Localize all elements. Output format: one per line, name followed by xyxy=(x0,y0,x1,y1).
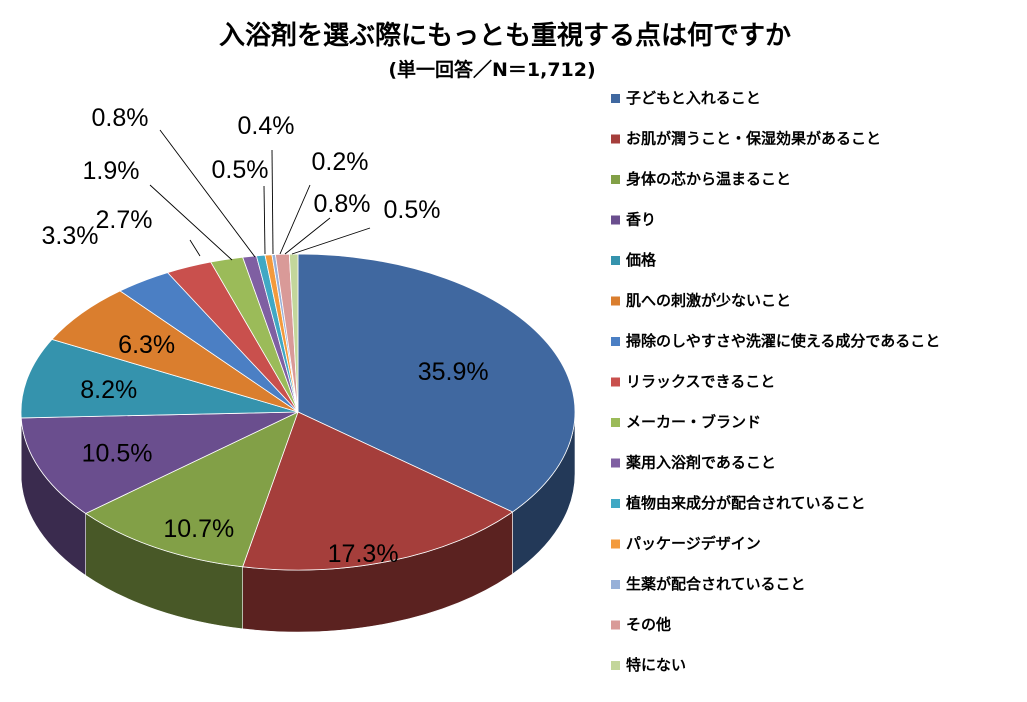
slice-3 xyxy=(84,411,299,568)
data-label-6: 6.3% xyxy=(118,331,175,359)
legend-swatch-4 xyxy=(611,215,620,225)
data-label-9: 1.9% xyxy=(83,157,140,185)
slice-15 xyxy=(288,253,299,413)
legend-swatch-12 xyxy=(611,539,620,549)
data-label-4: 10.5% xyxy=(82,440,153,468)
legend-label-7: 掃除のしやすさや洗濯に使える成分であること xyxy=(626,332,940,350)
legend-swatch-10 xyxy=(611,458,620,468)
slice-5 xyxy=(20,338,299,419)
legend-label-5: 価格 xyxy=(625,251,657,269)
leader-lines xyxy=(149,129,371,261)
data-label-8: 2.7% xyxy=(96,206,153,234)
legend: 子どもと入れることお肌が潤うこと・保湿効果があること身体の芯から温まること香り価… xyxy=(611,89,940,674)
legend-label-1: 子どもと入れること xyxy=(626,89,761,107)
chart-subtitle: (単一回答／N＝1,712) xyxy=(388,58,595,81)
leader-line-13 xyxy=(279,184,311,255)
chart-title: 入浴剤を選ぶ際にもっとも重視する点は何ですか xyxy=(219,20,791,51)
pie-sides xyxy=(20,411,576,633)
legend-swatch-3 xyxy=(611,175,620,184)
data-label-14: 0.8% xyxy=(314,190,371,218)
leader-line-9 xyxy=(149,184,233,261)
legend-swatch-7 xyxy=(611,337,620,346)
legend-label-4: 香り xyxy=(626,211,656,229)
legend-swatch-14 xyxy=(611,620,620,630)
data-label-13: 0.2% xyxy=(312,148,369,176)
legend-swatch-1 xyxy=(611,94,620,103)
data-labels: 35.9% 17.3% 10.7% 10.5% 8.2% 6.3% 3.3%2.7% 1.9%… xyxy=(42,104,489,568)
legend-swatch-2 xyxy=(611,134,620,144)
leader-line-10 xyxy=(159,129,256,258)
legend-swatch-11 xyxy=(611,499,620,508)
data-label-7: 3.3% xyxy=(42,222,99,250)
data-label-5: 8.2% xyxy=(80,376,137,404)
legend-swatch-5 xyxy=(611,256,620,265)
slice-4 xyxy=(20,411,299,514)
legend-label-10: 薬用入浴剤であること xyxy=(625,454,776,472)
legend-label-15: 特にない xyxy=(626,656,686,674)
legend-swatch-9 xyxy=(611,418,620,427)
leader-line-8 xyxy=(189,239,201,257)
leader-line-14 xyxy=(284,217,331,255)
data-label-10: 0.8% xyxy=(92,104,149,132)
legend-swatch-8 xyxy=(611,377,620,387)
pie-slices xyxy=(20,253,576,571)
legend-label-9: メーカー・ブランド xyxy=(626,413,761,431)
legend-swatch-15 xyxy=(611,661,620,670)
data-label-11: 0.5% xyxy=(212,156,269,184)
data-label-12: 0.4% xyxy=(238,112,295,140)
legend-label-6: 肌への刺激が少ないこと xyxy=(626,292,791,310)
data-label-3: 10.7% xyxy=(163,515,234,543)
legend-label-2: お肌が潤うこと・保湿効果があること xyxy=(626,130,881,148)
slice-1 xyxy=(297,253,576,513)
legend-label-13: 生薬が配合されていること xyxy=(626,575,806,593)
legend-label-12: パッケージデザイン xyxy=(626,535,761,553)
legend-label-3: 身体の芯から温まること xyxy=(626,170,791,188)
slice-2 xyxy=(242,411,514,571)
legend-label-14: その他 xyxy=(626,616,671,634)
legend-swatch-13 xyxy=(611,580,620,589)
legend-swatch-6 xyxy=(611,296,620,306)
legend-label-8: リラックスできること xyxy=(626,373,775,391)
data-label-1: 35.9% xyxy=(418,358,489,386)
legend-label-11: 植物由来成分が配合されていること xyxy=(626,494,866,512)
data-label-2: 17.3% xyxy=(328,540,399,568)
leader-line-12 xyxy=(271,149,274,255)
leader-line-15 xyxy=(291,227,371,255)
data-label-15: 0.5% xyxy=(384,196,441,224)
leader-line-11 xyxy=(263,185,266,255)
